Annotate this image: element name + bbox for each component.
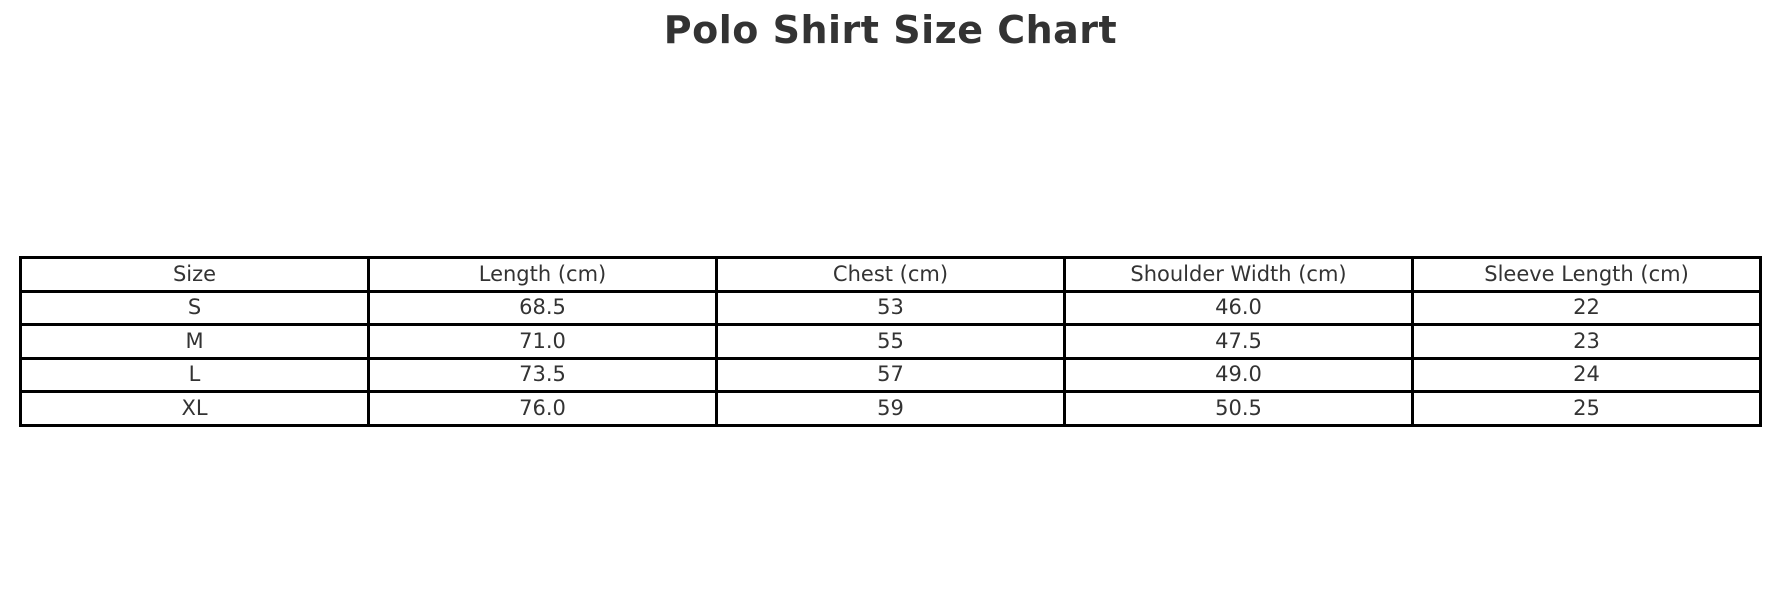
value-cell: 25 [1411,390,1762,427]
value-cell: 68.5 [367,289,718,326]
table-header: Size Length (cm) Chest (cm) Shoulder Width … [19,256,1762,293]
value-cell: 23 [1411,323,1762,360]
value-cell: 47.5 [1063,323,1414,360]
table-row: S 68.5 53 46.0 22 [19,289,1762,326]
value-cell: 22 [1411,289,1762,326]
value-cell: 71.0 [367,323,718,360]
value-cell: 55 [715,323,1066,360]
value-cell: 46.0 [1063,289,1414,326]
size-cell: XL [19,390,370,427]
column-header: Chest (cm) [715,256,1066,293]
value-cell: 57 [715,356,1066,393]
column-header: Length (cm) [367,256,718,293]
column-header: Shoulder Width (cm) [1063,256,1414,293]
table-row: M 71.0 55 47.5 23 [19,323,1762,360]
column-header: Size [19,256,370,293]
value-cell: 59 [715,390,1066,427]
size-chart-table: Size Length (cm) Chest (cm) Shoulder Width … [19,256,1762,427]
table-row: XL 76.0 59 50.5 25 [19,390,1762,427]
size-cell: S [19,289,370,326]
table-row: L 73.5 57 49.0 24 [19,356,1762,393]
chart-title: Polo Shirt Size Chart [663,8,1118,52]
value-cell: 53 [715,289,1066,326]
column-header: Sleeve Length (cm) [1411,256,1762,293]
value-cell: 50.5 [1063,390,1414,427]
table-header-row: Size Length (cm) Chest (cm) Shoulder Width … [19,256,1762,293]
value-cell: 73.5 [367,356,718,393]
value-cell: 76.0 [367,390,718,427]
table-body: S 68.5 53 46.0 22 M 71.0 55 47.5 23 L 73.5 57 49.0 24 X… [19,289,1762,427]
value-cell: 24 [1411,356,1762,393]
size-cell: L [19,356,370,393]
value-cell: 49.0 [1063,356,1414,393]
size-cell: M [19,323,370,360]
